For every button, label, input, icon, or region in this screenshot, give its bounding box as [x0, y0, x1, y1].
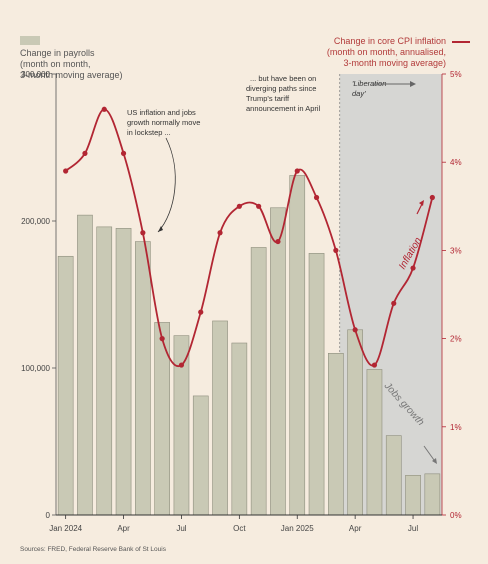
legend-inflation-line-1: Change in core CPI inflation — [333, 36, 446, 46]
payroll-bar — [270, 207, 286, 516]
jobs-arrow — [423, 445, 435, 461]
payroll-bar — [347, 329, 363, 516]
annotation-lockstep-1: US inflation and jobs — [127, 108, 196, 117]
inflation-point — [275, 238, 281, 245]
inflation-point — [101, 106, 107, 112]
x-tick-label: Jan 2024 — [49, 524, 82, 533]
inflation-point — [294, 168, 300, 174]
inflation-point — [217, 230, 223, 236]
inflation-point — [140, 230, 146, 236]
y-right-tick-label: 4% — [450, 158, 462, 167]
payroll-bar — [289, 175, 306, 516]
payroll-bar — [231, 342, 248, 516]
x-tick-label: Oct — [233, 524, 246, 533]
legend-payrolls-line-2: (month on month, — [20, 59, 91, 69]
inflation-arrow — [416, 203, 423, 215]
annotation-diverging-4: announcement in April — [246, 104, 321, 113]
payroll-bar — [424, 473, 441, 516]
payroll-bar — [250, 247, 267, 516]
inflation-point — [371, 362, 378, 368]
legend-inflation-swatch — [452, 41, 470, 43]
annotation-liberation-1: 'Liberation — [352, 79, 386, 88]
payroll-bar — [366, 369, 383, 516]
payroll-bar — [57, 255, 74, 516]
inflation-point — [178, 362, 185, 368]
inflation-point — [63, 168, 69, 174]
annotation-diverging-3: Trump's tariff — [246, 94, 290, 103]
y-left-tick-label: 100,000 — [21, 364, 50, 373]
x-tick-label: Jan 2025 — [281, 524, 314, 533]
payroll-bar — [96, 226, 113, 516]
inflation-point — [333, 247, 339, 253]
annotation-lockstep-arrow — [157, 137, 176, 233]
payroll-bar — [385, 435, 402, 516]
inflation-point — [120, 150, 127, 156]
x-tick-label: Jul — [176, 524, 186, 533]
inflation-point — [313, 194, 320, 201]
payroll-bar — [192, 395, 209, 516]
y-right-tick-label: 0% — [450, 511, 462, 520]
jobs-arrowhead — [432, 458, 437, 464]
inflation-point — [429, 194, 435, 201]
inflation-point — [198, 309, 204, 315]
x-tick-label: Jul — [408, 524, 418, 533]
annotation-lockstep-arrowhead — [158, 226, 163, 232]
x-tick-label: Apr — [349, 524, 362, 533]
payroll-bar — [77, 214, 93, 516]
legend-payrolls-line-3: 3-month moving average) — [20, 70, 123, 80]
inflation-point — [82, 150, 88, 156]
inflation-point — [236, 203, 242, 209]
payroll-bar — [115, 228, 132, 516]
payroll-bar — [405, 475, 421, 516]
payroll-bar — [135, 241, 151, 516]
annotation-liberation-arrowhead — [410, 81, 416, 87]
y-right-tick-label: 3% — [450, 246, 462, 255]
inflation-point — [352, 327, 358, 333]
y-right-tick-label: 1% — [450, 423, 462, 432]
inflation-point — [256, 203, 262, 209]
legend-inflation-line-2: (month on month, annualised, — [326, 47, 446, 57]
payroll-bar — [308, 253, 325, 516]
payroll-bar — [328, 352, 344, 516]
annotation-diverging-1: ... but have been on — [250, 74, 316, 83]
source-note: Sources: FRED, Federal Reserve Bank of S… — [20, 546, 166, 553]
y-left-tick-label: 200,000 — [21, 217, 50, 226]
legend-inflation-line-3: 3-month moving average) — [343, 58, 446, 68]
annotation-lockstep-2: growth normally move — [127, 118, 200, 127]
payroll-bar — [154, 322, 170, 516]
legend-payrolls-line-1: Change in payrolls — [20, 48, 95, 58]
legend-payrolls: Change in payrolls (month on month, 3-mo… — [20, 36, 160, 81]
y-right-tick-label: 2% — [450, 335, 462, 344]
annotation-liberation-2: day' — [352, 89, 366, 98]
inflation-point — [159, 336, 165, 342]
payroll-bar — [212, 320, 228, 516]
y-left-tick-label: 300,000 — [21, 70, 50, 79]
x-tick-label: Apr — [117, 524, 130, 533]
legend-inflation: Change in core CPI inflation (month on m… — [286, 36, 470, 69]
annotation-lockstep-3: in lockstep ... — [127, 128, 171, 137]
y-right-tick-label: 5% — [450, 70, 462, 79]
inflation-point — [410, 265, 416, 271]
legend-payrolls-swatch — [20, 36, 40, 45]
y-left-tick-label: 0 — [46, 511, 51, 520]
annotation-diverging-2: diverging paths since — [246, 84, 316, 93]
inflation-point — [391, 300, 397, 306]
inflation-arrowhead — [419, 200, 424, 206]
